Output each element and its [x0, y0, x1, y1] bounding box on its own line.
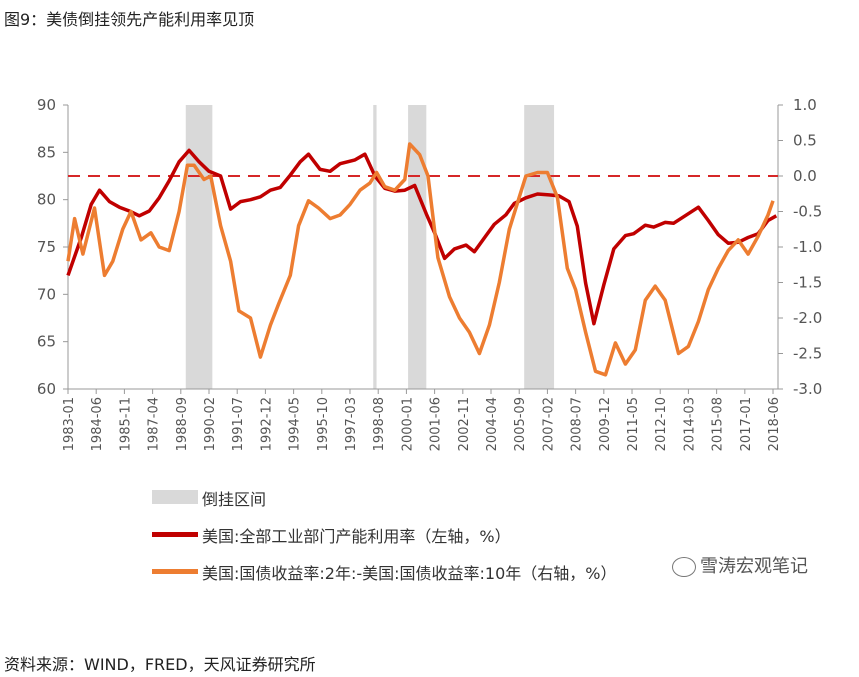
x-tick-label: 1987-04 — [147, 397, 162, 451]
x-tick-label: 1994-05 — [288, 397, 303, 451]
x-tick-label: 1985-11 — [118, 397, 133, 451]
source-note: 资料来源：WIND，FRED，天风证券研究所 — [4, 655, 316, 674]
x-tick-label: 2012-10 — [654, 397, 669, 451]
right-tick-label: -1.0 — [793, 238, 822, 256]
x-tick-label: 2018-06 — [767, 397, 782, 451]
legend-swatch-spread — [152, 569, 198, 574]
left-tick-label: 75 — [37, 238, 56, 256]
legend-label-spread: 美国:国债收益率:2年:-美国:国债收益率:10年（右轴，%） — [202, 564, 617, 583]
x-tick-label: 2009-12 — [598, 397, 613, 451]
wechat-icon — [672, 557, 696, 577]
capacity-utilization-line — [66, 148, 778, 326]
left-tick-label: 80 — [37, 191, 56, 209]
tick-labels-layer: 60 65 70 75 80 85 90 -3.0 -2.5 -2.0 -1.5 -1.0 -0.5 0.… — [37, 96, 822, 451]
x-tick-label: 2017-01 — [739, 397, 754, 451]
left-tick-label: 85 — [37, 143, 56, 161]
inversion-shade — [185, 105, 213, 389]
x-tick-label: 1991-07 — [231, 397, 246, 451]
legend-swatch-capacity — [152, 532, 198, 537]
x-tick-label: 2008-07 — [570, 397, 585, 451]
x-tick-label: 2007-02 — [541, 397, 556, 451]
right-tick-label: -2.0 — [793, 309, 822, 327]
right-tick-label: 0.5 — [793, 132, 817, 150]
x-tick-label: 2000-01 — [400, 397, 415, 451]
legend-label-shade: 倒挂区间 — [202, 490, 267, 509]
right-tick-label: 1.0 — [793, 96, 817, 114]
x-tick-label: 1992-12 — [259, 397, 274, 451]
x-tick-label: 2011-05 — [626, 397, 641, 451]
x-tick-label: 2002-11 — [457, 397, 472, 451]
right-tick-label: -0.5 — [793, 203, 822, 221]
left-tick-label: 90 — [37, 96, 56, 114]
x-tick-label: 1997-03 — [344, 397, 359, 451]
x-tick-label: 1995-10 — [316, 397, 331, 451]
right-tick-label: 0.0 — [793, 167, 817, 185]
x-tick-label: 1988-09 — [175, 397, 190, 451]
inversion-shade — [524, 105, 555, 389]
legend-label-capacity: 美国:全部工业部门产能利用率（左轴，%） — [202, 527, 511, 546]
legend-swatch-shade — [152, 490, 198, 504]
figure-title: 图9：美债倒挂领先产能利用率见顶 — [4, 10, 255, 29]
left-tick-label: 65 — [37, 333, 56, 351]
x-tick-label: 1998-08 — [372, 397, 387, 451]
left-tick-label: 70 — [37, 285, 56, 303]
x-tick-label: 2015-08 — [711, 397, 726, 451]
watermark-text: 雪涛宏观笔记 — [700, 556, 808, 577]
watermark: 雪涛宏观笔记 — [672, 552, 808, 578]
yield-spread-line — [66, 142, 775, 377]
inversion-shading-layer — [185, 105, 555, 389]
x-tick-label: 2014-03 — [682, 397, 697, 451]
inversion-shade — [373, 105, 377, 389]
right-tick-label: -2.5 — [793, 345, 822, 363]
right-tick-label: -1.5 — [793, 274, 822, 292]
x-tick-label: 2005-09 — [513, 397, 528, 451]
left-tick-label: 60 — [37, 380, 56, 398]
x-tick-label: 1983-01 — [62, 397, 77, 451]
x-tick-label: 2001-06 — [429, 397, 444, 451]
axes-layer — [63, 104, 783, 394]
x-tick-label: 1990-02 — [203, 397, 218, 451]
x-tick-label: 1984-06 — [90, 397, 105, 451]
x-tick-label: 2004-04 — [485, 397, 500, 451]
right-tick-label: -3.0 — [793, 380, 822, 398]
